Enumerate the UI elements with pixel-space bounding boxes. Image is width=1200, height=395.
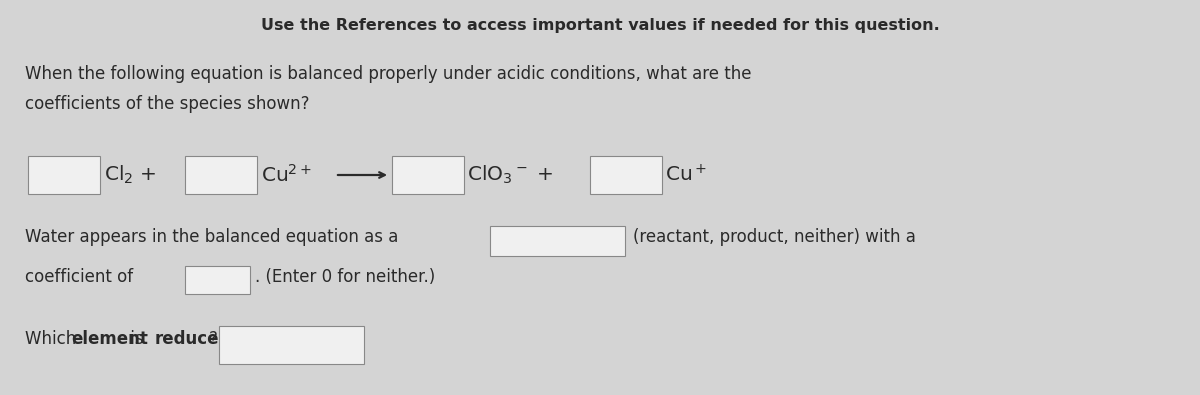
- Text: coefficients of the species shown?: coefficients of the species shown?: [25, 95, 310, 113]
- Bar: [590, 156, 662, 194]
- Text: element: element: [71, 330, 148, 348]
- Text: Water appears in the balanced equation as a: Water appears in the balanced equation a…: [25, 228, 398, 246]
- Text: coefficient of: coefficient of: [25, 268, 133, 286]
- Text: ClO$_3$$^-$ +: ClO$_3$$^-$ +: [467, 164, 553, 186]
- Text: Cl$_2$ +: Cl$_2$ +: [104, 164, 156, 186]
- Text: Use the References to access important values if needed for this question.: Use the References to access important v…: [260, 18, 940, 33]
- Text: . (Enter 0 for neither.): . (Enter 0 for neither.): [256, 268, 436, 286]
- Text: When the following equation is balanced properly under acidic conditions, what a: When the following equation is balanced …: [25, 65, 751, 83]
- Bar: [392, 156, 464, 194]
- Text: ?: ?: [209, 330, 218, 348]
- Text: Which: Which: [25, 330, 82, 348]
- Bar: [185, 266, 250, 294]
- Bar: [28, 156, 100, 194]
- Text: Cu$^{2+}$: Cu$^{2+}$: [262, 164, 312, 186]
- Bar: [490, 226, 625, 256]
- Bar: [185, 156, 257, 194]
- Text: (reactant, product, neither) with a: (reactant, product, neither) with a: [634, 228, 916, 246]
- Text: reduced: reduced: [155, 330, 232, 348]
- Text: Cu$^+$: Cu$^+$: [665, 164, 707, 186]
- Text: is: is: [125, 330, 149, 348]
- Bar: [220, 326, 364, 364]
